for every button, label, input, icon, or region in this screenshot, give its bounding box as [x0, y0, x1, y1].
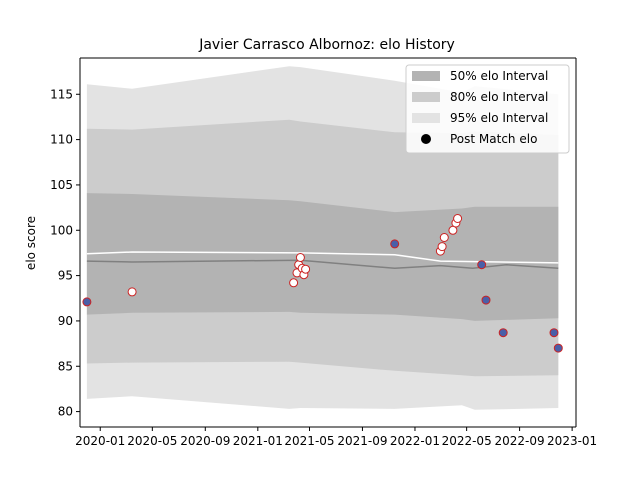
legend-label: 95% elo Interval	[450, 111, 548, 125]
post-match-point	[82, 297, 92, 307]
x-tick-label: 2022-05	[442, 434, 492, 448]
post-match-point	[553, 343, 563, 353]
post-match-point	[289, 278, 299, 288]
y-tick-label: 105	[50, 178, 73, 192]
post-match-point	[481, 295, 491, 305]
post-match-point	[127, 287, 137, 297]
x-tick-label: 2020-01	[75, 434, 125, 448]
legend-label: 50% elo Interval	[450, 69, 548, 83]
x-tick-label: 2023-01	[547, 434, 597, 448]
y-tick-label: 95	[58, 269, 73, 283]
legend-label: Post Match elo	[450, 132, 537, 146]
legend-label: 80% elo Interval	[450, 90, 548, 104]
post-match-point	[448, 225, 458, 235]
y-axis-title: elo score	[24, 216, 38, 270]
y-tick-label: 110	[50, 133, 73, 147]
y-tick-label: 80	[58, 405, 73, 419]
legend-box	[405, 64, 570, 154]
post-match-point	[439, 233, 449, 242]
legend-swatch	[412, 71, 440, 81]
chart-title: Javier Carrasco Albornoz: elo History	[198, 37, 455, 53]
legend-marker	[421, 134, 431, 144]
y-tick-label: 100	[50, 223, 73, 237]
axes: 80 85 90 95 100 105 110 115 2020-01 2020-05 2020-0…	[50, 57, 597, 448]
x-tick-label: 2021-05	[284, 434, 334, 448]
y-tick-label: 85	[58, 359, 73, 373]
x-tick-label: 2020-09	[180, 434, 230, 448]
band-50-elo-interval	[86, 193, 559, 321]
post-match-point	[295, 253, 305, 262]
trend-line-4	[86, 251, 559, 264]
x-tick-label: 2022-01	[390, 434, 440, 448]
post-match-point	[477, 260, 487, 270]
legend-swatch	[412, 92, 440, 102]
post-match-point	[498, 328, 508, 338]
y-tick-label: 115	[50, 87, 73, 101]
post-match-point	[549, 328, 559, 338]
x-tick-label: 2021-01	[233, 434, 283, 448]
x-tick-label: 2020-05	[127, 434, 177, 448]
post-match-point	[453, 214, 463, 223]
x-tick-label: 2021-09	[337, 434, 387, 448]
legend-swatch	[412, 113, 440, 123]
legend: 50% elo Interval 80% elo Interval 95% elo …	[405, 64, 570, 154]
post-match-point	[437, 242, 447, 252]
trend-line-3	[86, 259, 559, 270]
post-match-point	[301, 264, 311, 274]
y-tick-label: 90	[58, 314, 73, 328]
post-match-point	[390, 239, 400, 249]
x-tick-label: 2022-09	[495, 434, 545, 448]
